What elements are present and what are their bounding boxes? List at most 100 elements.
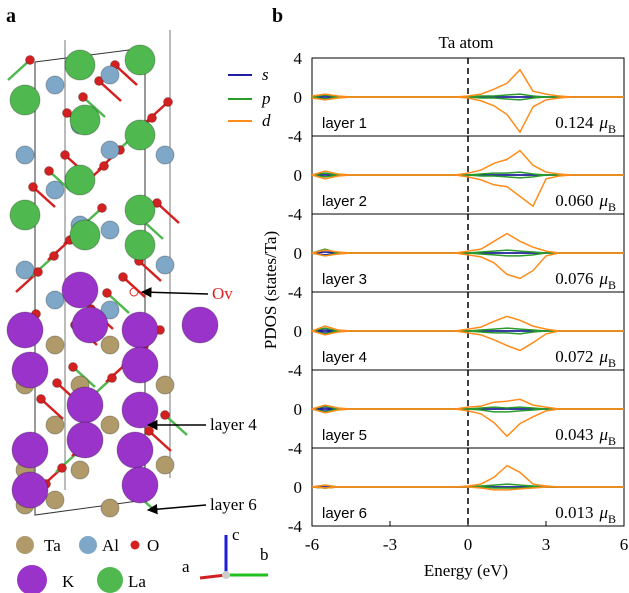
atom: [72, 307, 108, 343]
layer-label: layer 2: [322, 193, 367, 210]
moment-unit-sub: B: [608, 356, 616, 370]
atom: [12, 432, 48, 468]
atom: [50, 252, 59, 261]
atom: [46, 76, 64, 94]
atom: [101, 141, 119, 159]
x-tick-label: -3: [383, 535, 397, 554]
atom: [46, 291, 64, 309]
moment-value: 0.076: [555, 269, 593, 288]
x-tick-label: 6: [620, 535, 629, 554]
moment-label: 0.072 μB: [555, 347, 616, 370]
layer-label: layer 6: [322, 505, 367, 522]
y-tick-label: 4: [294, 49, 303, 68]
atom: [70, 220, 100, 250]
y-tick-label: -4: [288, 205, 303, 224]
atom: [62, 272, 98, 308]
atom: [125, 230, 155, 260]
atom: [10, 85, 40, 115]
moment-unit-sub: B: [608, 434, 616, 448]
atom: [101, 221, 119, 239]
atom: [122, 347, 158, 383]
atom: [145, 427, 154, 436]
atom: [156, 456, 174, 474]
layer-label: layer 4: [322, 349, 367, 366]
atom: [122, 392, 158, 428]
legend-label: Al: [102, 536, 119, 555]
atom: [46, 336, 64, 354]
atom: [98, 204, 107, 213]
moment-value: 0.124: [555, 113, 594, 132]
atom: [125, 195, 155, 225]
legend-atom: [131, 541, 140, 550]
x-tick-label: -6: [305, 535, 319, 554]
atom: [29, 183, 38, 192]
atom: [65, 165, 95, 195]
y-tick-label: 0: [294, 400, 303, 419]
moment-unit-sub: B: [608, 512, 616, 526]
atom: [79, 93, 88, 102]
atom: [12, 472, 48, 508]
moment-unit: μ: [598, 503, 608, 522]
moment-unit: μ: [598, 347, 608, 366]
panel-letter: b: [272, 5, 283, 27]
atom: [156, 256, 174, 274]
atom: [156, 376, 174, 394]
x-tick-label: 3: [542, 535, 551, 554]
layer-label: layer 1: [322, 115, 367, 132]
layer-label: layer 4: [210, 415, 257, 434]
x-tick-label: 0: [464, 535, 473, 554]
atom: [46, 416, 64, 434]
atom: [16, 261, 34, 279]
moment-unit-sub: B: [608, 122, 616, 136]
y-axis-label: PDOS (states/Ta): [261, 231, 280, 349]
moment-value: 0.072: [555, 347, 593, 366]
atom: [69, 363, 78, 372]
moment-unit-sub: B: [608, 200, 616, 214]
y-tick-label: -4: [288, 517, 303, 536]
atom: [117, 432, 153, 468]
y-tick-label: -4: [288, 439, 303, 458]
axis-origin: [222, 571, 230, 579]
legend-label: O: [147, 536, 159, 555]
moment-unit: μ: [598, 425, 608, 444]
atom: [101, 66, 119, 84]
atom: [101, 336, 119, 354]
legend-atom: [97, 567, 123, 593]
y-tick-label: 0: [294, 166, 303, 185]
atom: [100, 162, 109, 171]
y-tick-label: -4: [288, 361, 303, 380]
atom: [101, 416, 119, 434]
moment-unit-sub: B: [608, 278, 616, 292]
legend-atom: [79, 536, 97, 554]
atom: [156, 146, 174, 164]
legend-atom: [16, 536, 34, 554]
axis-letter: b: [260, 545, 269, 564]
y-tick-label: 0: [294, 478, 303, 497]
moment-unit: μ: [598, 113, 608, 132]
moment-label: 0.043 μB: [555, 425, 616, 448]
atom: [37, 395, 46, 404]
atom: [103, 289, 112, 298]
y-tick-label: -4: [288, 127, 303, 146]
legend-label: d: [262, 111, 271, 130]
atom: [164, 98, 173, 107]
moment-value: 0.043: [555, 425, 593, 444]
atom: [182, 307, 218, 343]
layer-label: layer 6: [210, 495, 257, 514]
atom: [65, 50, 95, 80]
arrow: [148, 505, 206, 510]
figure: a b Ta atom Energy (eV) PDOS (states/Ta)…: [0, 0, 629, 593]
x-axis-label: Energy (eV): [424, 561, 508, 580]
axis-letter: c: [232, 525, 240, 544]
atom: [122, 467, 158, 503]
atom: [148, 114, 157, 123]
chart-title: Ta atom: [439, 33, 494, 52]
y-tick-label: 0: [294, 244, 303, 263]
atom: [7, 312, 43, 348]
atom: [122, 312, 158, 348]
moment-unit: μ: [598, 191, 608, 210]
